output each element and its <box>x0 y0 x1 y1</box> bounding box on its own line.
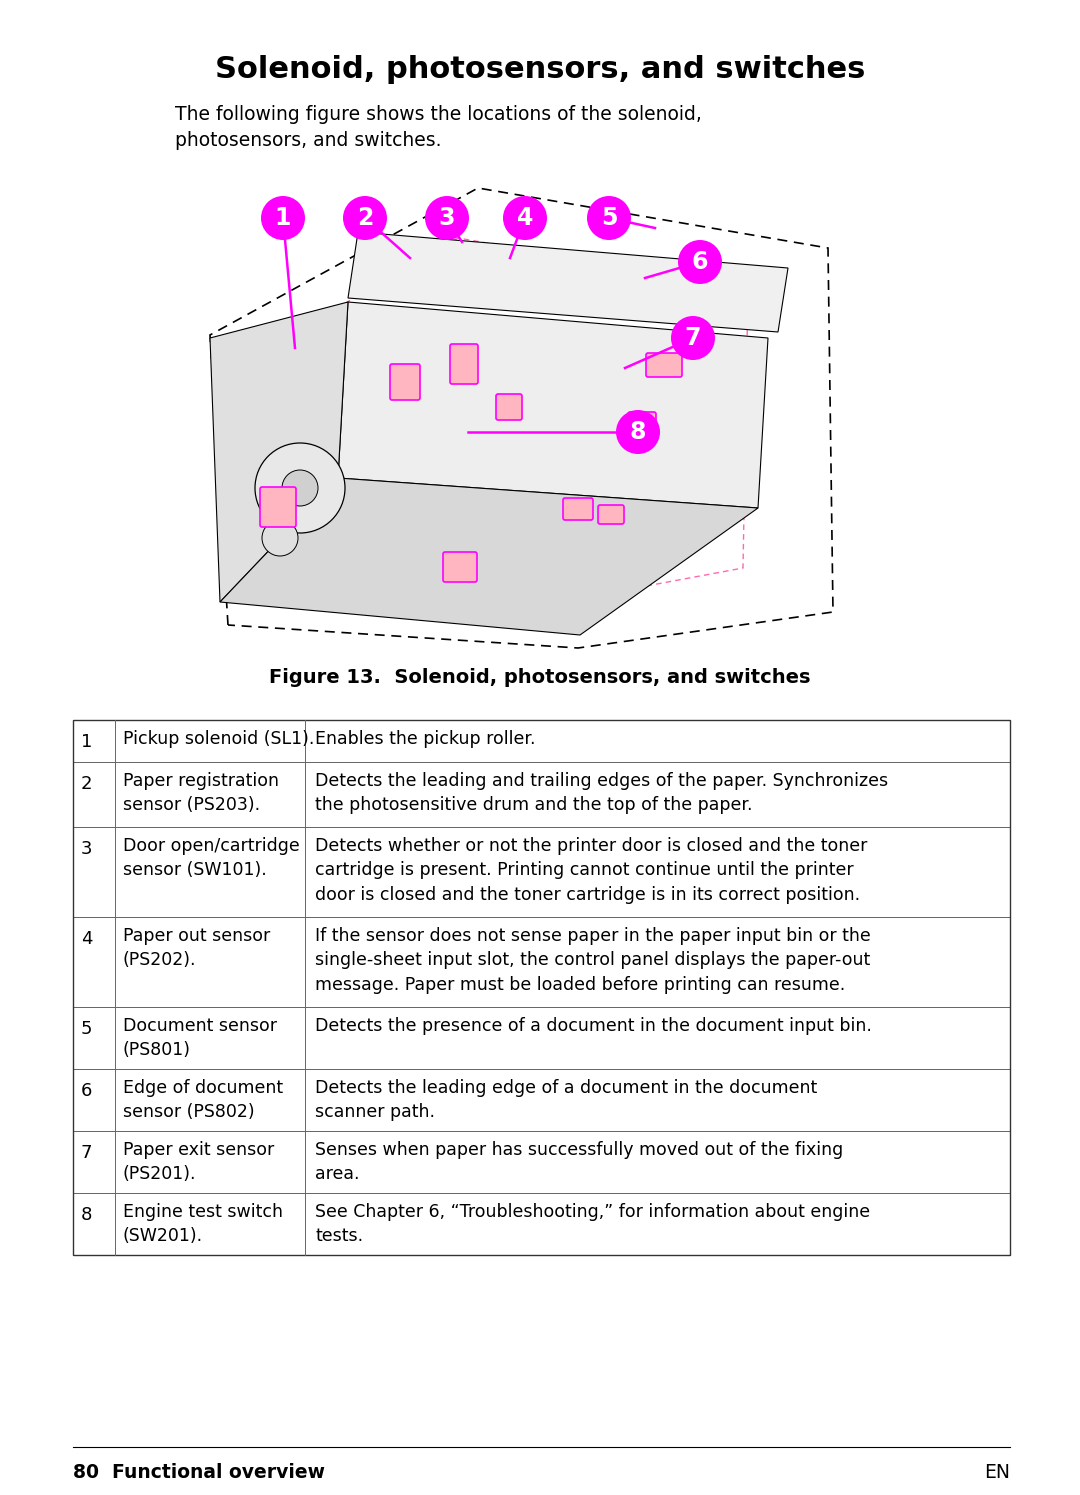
Text: Pickup solenoid (SL1).: Pickup solenoid (SL1). <box>123 730 314 748</box>
Text: 7: 7 <box>685 326 701 350</box>
Text: See Chapter 6, “Troubleshooting,” for information about engine
tests.: See Chapter 6, “Troubleshooting,” for in… <box>315 1203 870 1245</box>
Text: Detects the presence of a document in the document input bin.: Detects the presence of a document in th… <box>315 1017 872 1035</box>
Text: 8: 8 <box>630 420 646 444</box>
Bar <box>73 1069 1010 1132</box>
Bar <box>73 721 1010 1254</box>
Text: Detects whether or not the printer door is closed and the toner
cartridge is pre: Detects whether or not the printer door … <box>315 837 867 903</box>
FancyBboxPatch shape <box>390 363 420 401</box>
Text: 6: 6 <box>692 250 708 274</box>
Text: 8: 8 <box>81 1206 93 1224</box>
Circle shape <box>616 410 660 454</box>
Circle shape <box>261 196 305 241</box>
Text: 3: 3 <box>438 206 456 230</box>
FancyBboxPatch shape <box>598 505 624 525</box>
Circle shape <box>255 443 345 534</box>
Text: The following figure shows the locations of the solenoid,
photosensors, and swit: The following figure shows the locations… <box>175 105 702 151</box>
Bar <box>73 1132 1010 1193</box>
Text: Paper out sensor
(PS202).: Paper out sensor (PS202). <box>123 927 270 969</box>
Text: EN: EN <box>984 1464 1010 1482</box>
Text: Paper registration
sensor (PS203).: Paper registration sensor (PS203). <box>123 771 279 815</box>
Text: Paper exit sensor
(PS201).: Paper exit sensor (PS201). <box>123 1141 274 1184</box>
FancyBboxPatch shape <box>496 395 522 420</box>
Text: Enables the pickup roller.: Enables the pickup roller. <box>315 730 536 748</box>
Polygon shape <box>338 302 768 508</box>
FancyBboxPatch shape <box>260 487 296 528</box>
FancyBboxPatch shape <box>646 353 681 377</box>
Circle shape <box>588 196 631 241</box>
Circle shape <box>343 196 387 241</box>
FancyBboxPatch shape <box>450 344 478 384</box>
Text: 1: 1 <box>81 733 93 750</box>
Text: If the sensor does not sense paper in the paper input bin or the
single-sheet in: If the sensor does not sense paper in th… <box>315 927 870 994</box>
Circle shape <box>503 196 546 241</box>
Bar <box>73 762 1010 827</box>
Text: Figure 13.  Solenoid, photosensors, and switches: Figure 13. Solenoid, photosensors, and s… <box>269 668 811 688</box>
Polygon shape <box>348 232 788 332</box>
Text: 3: 3 <box>81 840 93 858</box>
Text: 7: 7 <box>81 1144 93 1162</box>
Text: Solenoid, photosensors, and switches: Solenoid, photosensors, and switches <box>215 55 865 84</box>
Bar <box>73 1008 1010 1069</box>
Text: 4: 4 <box>81 930 93 948</box>
Polygon shape <box>210 302 348 602</box>
Text: 80  Functional overview: 80 Functional overview <box>73 1464 325 1482</box>
Text: 2: 2 <box>81 774 93 792</box>
FancyBboxPatch shape <box>627 413 656 434</box>
Bar <box>73 721 1010 762</box>
Text: Detects the leading edge of a document in the document
scanner path.: Detects the leading edge of a document i… <box>315 1079 818 1121</box>
Text: Edge of document
sensor (PS802): Edge of document sensor (PS802) <box>123 1079 283 1121</box>
Circle shape <box>282 469 318 505</box>
Text: 4: 4 <box>517 206 534 230</box>
Circle shape <box>678 241 723 284</box>
Text: Engine test switch
(SW201).: Engine test switch (SW201). <box>123 1203 283 1245</box>
Text: Senses when paper has successfully moved out of the fixing
area.: Senses when paper has successfully moved… <box>315 1141 843 1184</box>
Bar <box>73 1193 1010 1254</box>
Text: Document sensor
(PS801): Document sensor (PS801) <box>123 1017 276 1060</box>
FancyBboxPatch shape <box>563 498 593 520</box>
Text: 6: 6 <box>81 1082 93 1100</box>
Text: Detects the leading and trailing edges of the paper. Synchronizes
the photosensi: Detects the leading and trailing edges o… <box>315 771 888 815</box>
Circle shape <box>671 315 715 360</box>
Circle shape <box>426 196 469 241</box>
Text: 2: 2 <box>356 206 374 230</box>
Text: Door open/cartridge
sensor (SW101).: Door open/cartridge sensor (SW101). <box>123 837 300 879</box>
Circle shape <box>262 520 298 556</box>
Bar <box>73 916 1010 1008</box>
FancyBboxPatch shape <box>443 552 477 582</box>
Text: 5: 5 <box>81 1020 93 1038</box>
Polygon shape <box>220 478 758 635</box>
Bar <box>73 827 1010 916</box>
Text: 1: 1 <box>274 206 292 230</box>
Text: 5: 5 <box>600 206 618 230</box>
